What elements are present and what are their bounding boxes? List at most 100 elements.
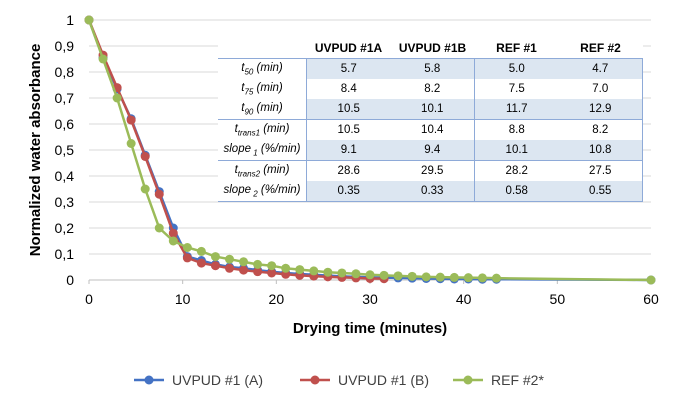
data-point — [140, 184, 150, 194]
legend-item: UVPUD #1 (B) — [300, 372, 429, 388]
legend-label: UVPUD #1 (A) — [172, 372, 263, 388]
legend-swatch-marker — [144, 375, 154, 385]
row-label-subscript: 1 — [251, 148, 258, 158]
x-tick-label: 10 — [175, 291, 191, 307]
y-tick-label: 0,9 — [55, 38, 75, 54]
data-point — [168, 236, 178, 246]
data-point — [182, 253, 192, 263]
table-cell: 9.1 — [306, 140, 391, 161]
data-point — [182, 243, 192, 252]
y-tick-labels: 0 0,1 0,2 0,3 0,4 0,5 0,6 0,7 0,8 0,9 1 — [55, 12, 75, 288]
row-label-subscript: 50 — [244, 67, 254, 77]
data-point — [154, 223, 164, 233]
data-point — [112, 93, 122, 103]
table-row-label: t50 (min) — [218, 58, 307, 79]
data-point — [239, 257, 249, 267]
data-point — [140, 152, 150, 161]
table-cell: 8.4 — [306, 79, 391, 99]
row-label-unit: (min) — [260, 163, 290, 176]
x-tick-label: 60 — [643, 291, 659, 307]
data-point — [477, 273, 487, 283]
table-col-header: REF #2 — [558, 38, 643, 59]
data-point — [393, 271, 403, 281]
y-tick-label: 0,8 — [55, 64, 75, 80]
row-label-main: t — [234, 122, 238, 135]
table-cell: 8.8 — [474, 119, 559, 140]
row-label-subscript: trans2 — [237, 169, 261, 179]
data-point — [126, 139, 136, 148]
row-label-main: t — [234, 163, 238, 176]
legend-swatch-marker — [463, 375, 473, 385]
table-cell: 27.5 — [558, 160, 643, 181]
table-cell: 7.5 — [474, 79, 559, 99]
table-cell: 0.58 — [474, 181, 559, 202]
table-cell: 11.7 — [474, 99, 559, 120]
table-row-label: slope 1 (%/min) — [218, 140, 307, 161]
row-label-main: slope — [223, 183, 252, 196]
table-cell: 7.0 — [558, 79, 643, 99]
table-row: t50 (min) 5.7 5.8 5.0 4.7 — [218, 58, 643, 79]
y-tick-label: 0,6 — [55, 116, 75, 132]
data-point — [323, 267, 333, 277]
table-row: t75 (min) 8.4 8.2 7.5 7.0 — [218, 79, 643, 99]
table-row: slope 2 (%/min) 0.35 0.33 0.58 0.55 — [218, 181, 643, 202]
data-point — [365, 270, 375, 280]
data-point — [154, 189, 164, 199]
table-cell: 28.6 — [306, 160, 391, 181]
x-axis-label: Drying time (minutes) — [293, 320, 447, 337]
data-point — [379, 270, 389, 280]
x-tick-label: 40 — [456, 291, 472, 307]
data-point — [225, 254, 234, 264]
table-cell: 0.55 — [558, 181, 643, 202]
data-point — [351, 269, 361, 279]
table-row: ttrans2 (min) 28.6 29.5 28.2 27.5 — [218, 160, 643, 181]
table-row: ttrans1 (min) 10.5 10.4 8.8 8.2 — [218, 119, 643, 140]
table-cell: 10.1 — [390, 99, 475, 120]
data-point — [225, 263, 234, 273]
data-point — [84, 15, 94, 25]
x-tick-label: 50 — [550, 291, 566, 307]
table-cell: 0.33 — [390, 181, 475, 202]
table-cell: 4.7 — [558, 58, 643, 79]
legend-label: REF #2* — [491, 372, 544, 388]
x-tick-label: 20 — [269, 291, 285, 307]
table-cell: 5.0 — [474, 58, 559, 79]
row-label-subscript: trans1 — [237, 128, 261, 138]
y-tick-label: 0,5 — [55, 142, 75, 158]
series-group — [84, 15, 656, 285]
data-point — [196, 246, 206, 256]
table-cell: 8.2 — [390, 79, 475, 99]
data-point — [98, 54, 108, 64]
data-point — [253, 267, 263, 277]
legend: UVPUD #1 (A) UVPUD #1 (B) REF #2* — [134, 372, 544, 388]
row-label-unit: (min) — [253, 61, 283, 74]
row-label-main: t — [241, 61, 245, 74]
table-row-label: t75 (min) — [218, 79, 307, 99]
table-col-header: UVPUD #1A — [306, 38, 391, 59]
table-row: slope 1 (%/min) 9.1 9.4 10.1 10.8 — [218, 140, 643, 161]
table-cell: 10.5 — [306, 119, 391, 140]
data-point — [126, 115, 136, 125]
data-point — [267, 268, 277, 278]
table-col-header: UVPUD #1B — [390, 38, 475, 59]
row-label-main: t — [241, 81, 245, 94]
row-label-unit: (%/min) — [257, 142, 301, 155]
table-cell: 10.5 — [306, 99, 391, 120]
table-cell: 10.8 — [558, 140, 643, 161]
table-cell: 5.7 — [306, 58, 391, 79]
data-point — [210, 261, 220, 271]
y-tick-label: 0,4 — [55, 168, 75, 184]
table-row-label: ttrans1 (min) — [218, 119, 307, 140]
data-point — [253, 259, 263, 269]
table-row-label: t90 (min) — [218, 99, 307, 120]
data-point — [421, 272, 431, 282]
legend-label: UVPUD #1 (B) — [338, 372, 429, 388]
table-cell: 5.8 — [390, 58, 475, 79]
table-body: t50 (min) 5.7 5.8 5.0 4.7 t75 (min) 8.4 8.2 7.5 7… — [218, 58, 643, 202]
results-table: UVPUD #1A UVPUD #1B REF #1 REF #2 t50 (m… — [218, 38, 643, 202]
table-header-row: UVPUD #1A UVPUD #1B REF #1 REF #2 — [218, 38, 643, 59]
data-point — [309, 266, 319, 276]
table-row: t90 (min) 10.5 10.1 11.7 12.9 — [218, 99, 643, 120]
table-cell: 29.5 — [390, 160, 475, 181]
